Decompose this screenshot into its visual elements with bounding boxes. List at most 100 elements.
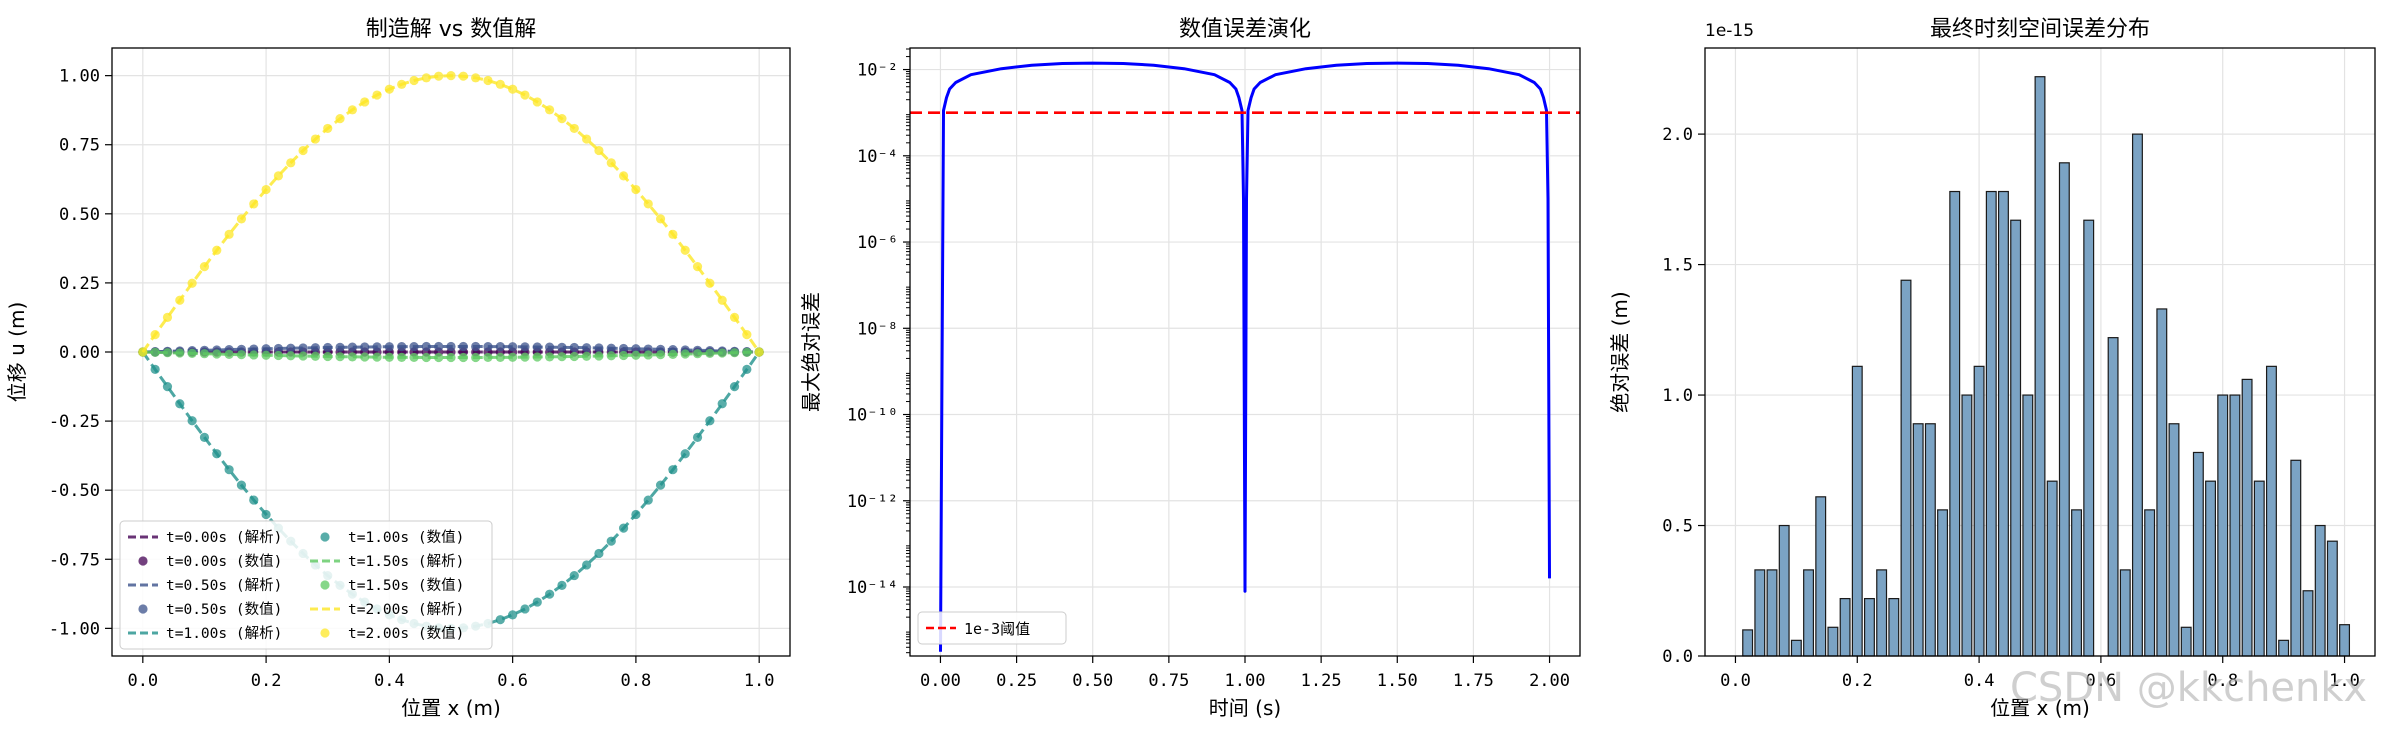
data-point (545, 342, 555, 352)
data-point (582, 134, 592, 144)
bar (2229, 394, 2241, 657)
legend-marker-swatch (320, 628, 330, 638)
data-point (360, 342, 370, 352)
x-tick-label: 0.50 (1072, 671, 1113, 691)
data-point (729, 348, 740, 358)
data-point (631, 184, 641, 195)
data-point (310, 351, 320, 361)
data-point (199, 432, 210, 443)
data-point (298, 145, 308, 156)
data-point (655, 480, 666, 490)
data-point (495, 342, 505, 352)
legend-label: t=1.00s (解析) (166, 625, 282, 642)
data-point (384, 84, 394, 94)
bar (1839, 597, 1851, 657)
bar (1876, 569, 1888, 657)
panel3-xlabel: 位置 x (m) (1990, 696, 2090, 720)
legend-label: t=1.50s (数值) (348, 577, 464, 594)
y-tick-label: 10⁻¹⁰ (847, 406, 898, 426)
data-point (643, 350, 653, 360)
panel1-title: 制造解 vs 数值解 (366, 17, 536, 42)
data-point (434, 71, 444, 81)
data-point (594, 145, 604, 156)
data-point (286, 158, 296, 168)
data-point (594, 548, 604, 559)
data-point (224, 349, 234, 359)
data-point (606, 536, 616, 546)
data-point (545, 352, 555, 362)
data-point (335, 352, 345, 362)
panel3-ylabel: 绝对误差 (m) (1608, 291, 1632, 412)
data-point (458, 352, 468, 363)
data-point (680, 349, 690, 359)
data-point (249, 199, 259, 209)
x-tick-label: 0.2 (251, 671, 282, 691)
x-tick-label: 0.0 (1720, 671, 1751, 691)
data-point (520, 604, 530, 614)
panel1-ylabel: 位移 u (m) (5, 302, 29, 402)
data-point (421, 73, 431, 83)
data-point (261, 350, 271, 360)
y-tick-label: -1.00 (49, 619, 100, 639)
data-point (446, 71, 456, 81)
bar (2217, 394, 2229, 657)
bar (1973, 365, 1985, 657)
data-point (199, 261, 210, 272)
bar (1754, 569, 1766, 657)
watermark: CSDN @kkchenkx (2010, 665, 2368, 711)
data-point (483, 75, 493, 86)
data-point (310, 343, 320, 353)
data-point (138, 347, 148, 357)
data-point (557, 114, 567, 124)
x-tick-label: 0.6 (2086, 671, 2117, 691)
data-point (582, 351, 592, 361)
data-point (434, 341, 444, 352)
y-tick-label: 1.5 (1662, 256, 1693, 276)
axes-frame (909, 47, 1581, 657)
data-point (323, 123, 333, 134)
bar (2314, 524, 2326, 657)
data-point (249, 495, 259, 505)
data-point (409, 341, 419, 352)
legend-marker-swatch (138, 556, 148, 566)
data-point (347, 342, 357, 352)
data-point (495, 79, 505, 89)
legend-label: t=1.00s (数值) (348, 529, 464, 546)
data-point (717, 399, 727, 409)
bar (2058, 162, 2070, 657)
axes-frame (1704, 47, 2376, 657)
legend-box (119, 520, 493, 650)
panel1-xlabel: 位置 x (m) (401, 696, 501, 720)
data-point (187, 348, 197, 358)
bar (2107, 337, 2119, 657)
data-point (162, 382, 173, 392)
bar (1742, 629, 1754, 657)
data-point (582, 343, 592, 353)
data-point (520, 342, 530, 352)
data-point (606, 351, 616, 361)
bar (1997, 190, 2009, 657)
legend-marker-swatch (138, 604, 148, 614)
y-tick-label: 0.75 (59, 136, 100, 156)
data-point (286, 351, 296, 361)
data-point (668, 229, 678, 239)
data-point (323, 342, 333, 353)
data-point (717, 295, 727, 305)
data-point (508, 342, 518, 352)
data-point (631, 509, 641, 520)
data-point (729, 312, 740, 322)
data-point (643, 495, 653, 505)
data-point (569, 351, 579, 362)
data-point (150, 330, 160, 340)
y-tick-label: 10⁻¹² (847, 492, 898, 512)
data-point (508, 84, 518, 94)
y-tick-label: 10⁻² (857, 61, 898, 81)
data-point (594, 343, 604, 353)
data-point (175, 399, 185, 409)
y-tick-label: 0.5 (1662, 517, 1693, 537)
x-tick-label: 0.6 (497, 671, 528, 691)
data-point (273, 171, 284, 181)
data-point (680, 245, 690, 255)
legend-label: t=0.00s (解析) (166, 529, 282, 546)
data-point (569, 123, 579, 134)
